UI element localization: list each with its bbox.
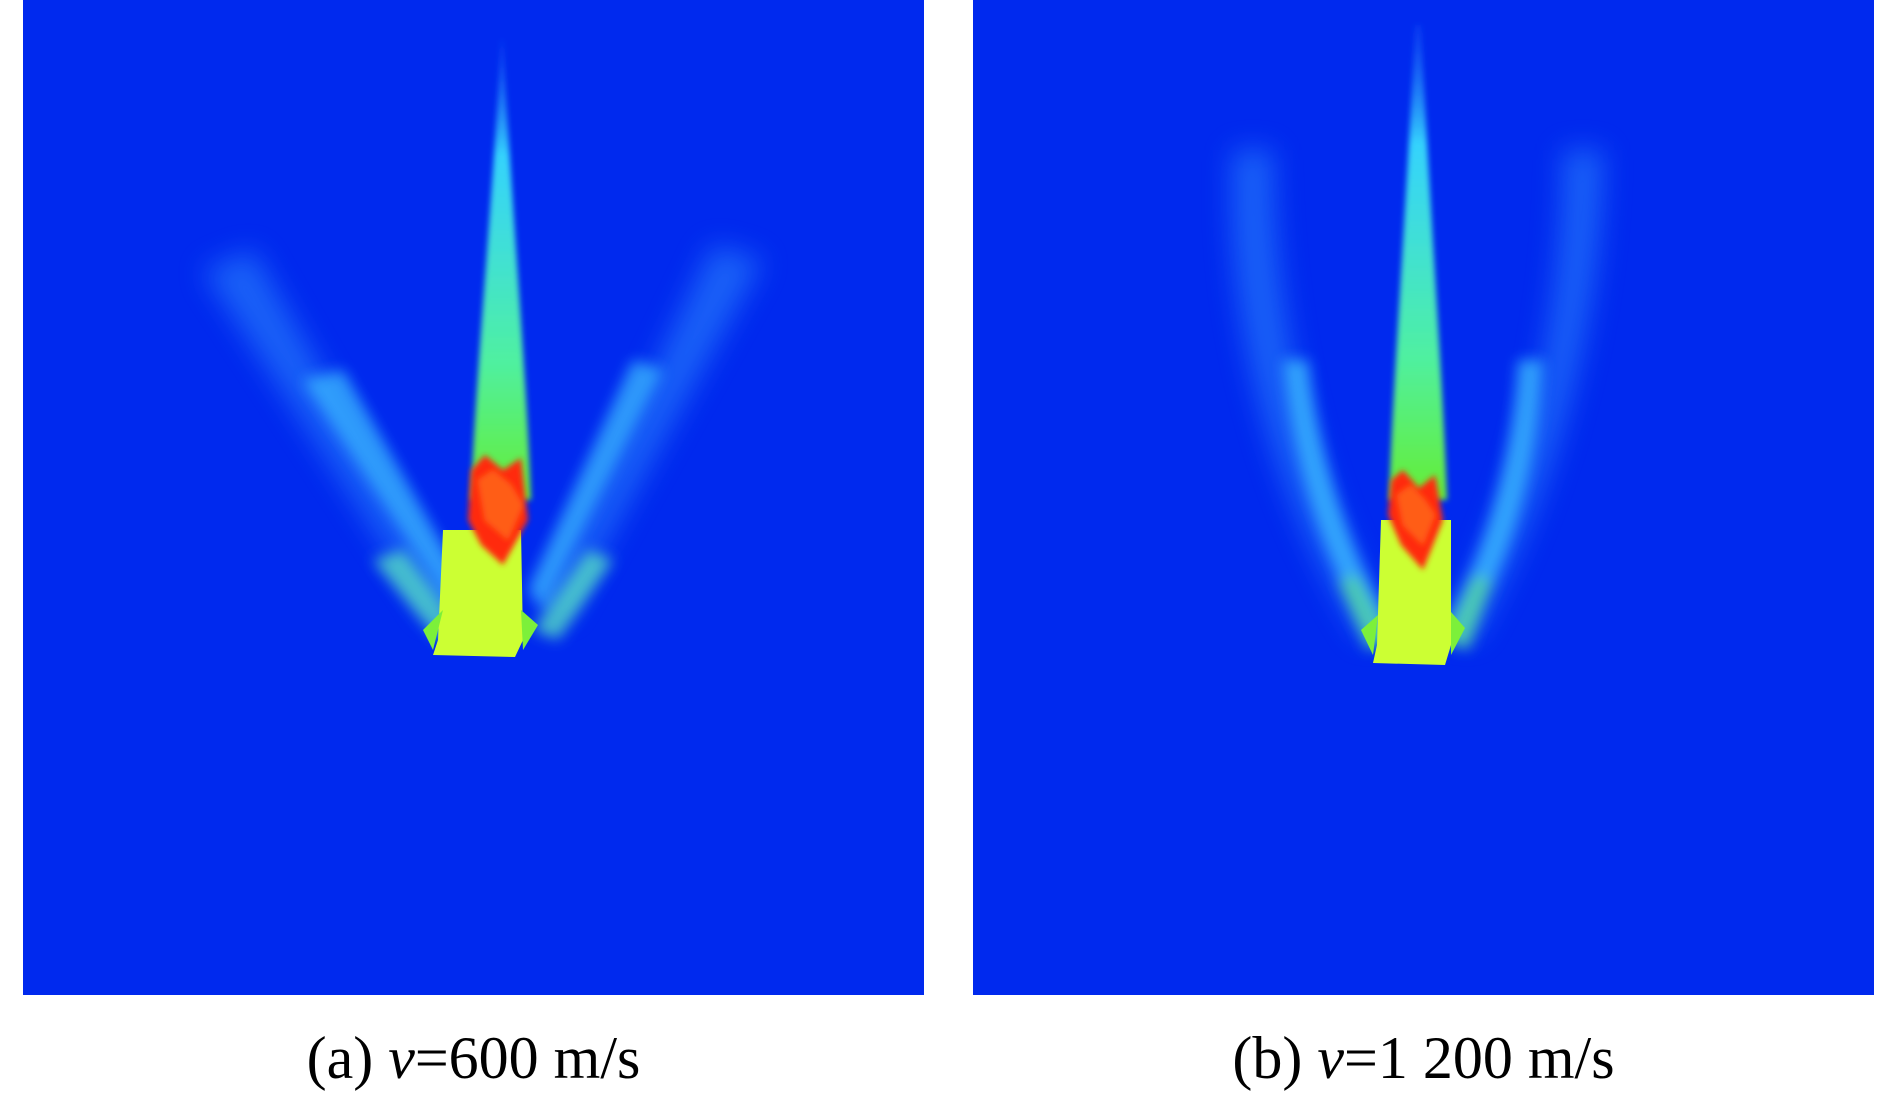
ejecta-wings-inner-a: [303, 360, 663, 640]
simulation-image-b: [973, 0, 1874, 995]
caption-a-var: v: [388, 1025, 415, 1091]
caption-a-prefix: (a): [306, 1025, 389, 1091]
ejecta-wings-b: [1231, 150, 1603, 640]
penetration-field-a: [203, 40, 763, 657]
hot-zone-a: [468, 455, 528, 565]
caption-a: (a) v=600 m/s: [23, 1018, 924, 1098]
projectile-body-b: [1361, 520, 1465, 665]
ejecta-wings-a: [203, 245, 763, 620]
jet-a: [471, 40, 531, 500]
penetration-field-b: [1231, 25, 1603, 665]
caption-b-var: v: [1317, 1025, 1345, 1091]
caption-b-prefix: (b): [1232, 1025, 1318, 1091]
caption-b-value: =1 200 m/s: [1344, 1025, 1615, 1091]
simulation-image-a: [23, 0, 924, 995]
caption-b: (b) v=1 200 m/s: [973, 1018, 1874, 1098]
hot-zone-b: [1388, 470, 1443, 570]
caption-a-value: =600 m/s: [414, 1025, 641, 1091]
jet-b: [1389, 25, 1447, 500]
